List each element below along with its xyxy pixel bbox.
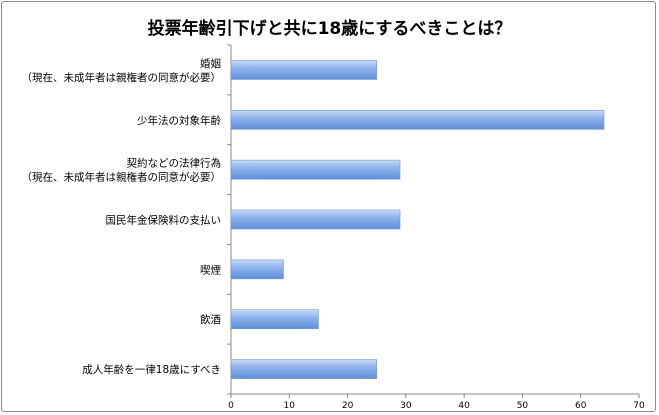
bar bbox=[230, 60, 378, 80]
bar bbox=[230, 159, 401, 180]
category-label: 国民年金保険料の支払い bbox=[106, 214, 222, 227]
bar bbox=[230, 259, 284, 280]
x-tick-label: 10 bbox=[284, 401, 296, 411]
category-label: 契約などの法律行為 bbox=[127, 157, 222, 170]
category-label: 飲酒 bbox=[200, 313, 221, 326]
bar bbox=[230, 309, 319, 330]
category-label: （現在、未成年者は親権者の同意が必要） bbox=[22, 71, 222, 84]
category-label: 喫煙 bbox=[200, 264, 221, 276]
x-tick-label: 50 bbox=[517, 401, 529, 411]
category-label: 少年法の対象年齢 bbox=[137, 114, 221, 127]
chart-title: 投票年齢引下げと共に18歳にするべきことは？ bbox=[147, 19, 512, 39]
bar bbox=[230, 359, 378, 379]
category-label: 婚姻 bbox=[200, 57, 221, 70]
x-tick-label: 0 bbox=[228, 401, 234, 411]
x-tick-label: 70 bbox=[633, 401, 645, 411]
bar bbox=[230, 209, 401, 230]
category-label: 成人年齢を一律18歳にすべき bbox=[82, 363, 221, 376]
x-tick-label: 60 bbox=[575, 401, 587, 411]
category-label: （現在、未成年者は親権者の同意が必要） bbox=[22, 171, 222, 184]
x-tick-label: 40 bbox=[458, 401, 470, 411]
x-tick-label: 30 bbox=[400, 401, 412, 411]
x-tick-label: 20 bbox=[342, 401, 354, 411]
bar bbox=[230, 109, 605, 130]
